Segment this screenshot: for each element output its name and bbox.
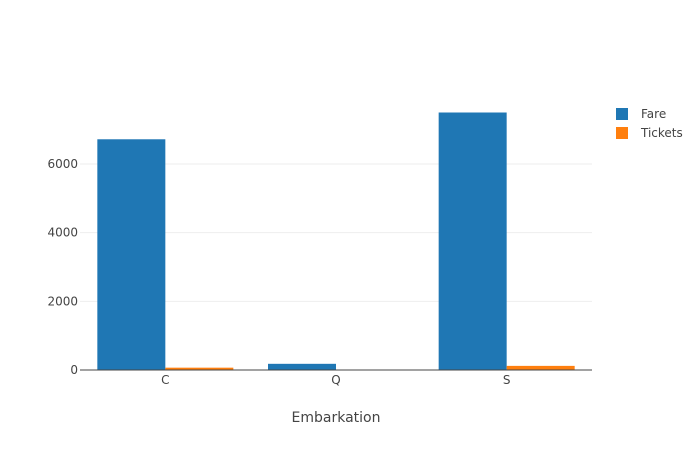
legend[interactable]: Fare Tickets	[616, 107, 683, 140]
legend-label-tickets[interactable]: Tickets	[640, 126, 683, 140]
x-tick-label: C	[161, 373, 169, 387]
x-axis-title: Embarkation	[292, 410, 381, 426]
bar-tickets-s[interactable]	[507, 366, 575, 370]
bars	[97, 113, 574, 371]
y-tick-label: 2000	[47, 294, 78, 308]
y-tick-label: 0	[70, 363, 78, 377]
y-tick-label: 6000	[47, 157, 78, 171]
bar-fare-s[interactable]	[439, 113, 507, 371]
legend-swatch-tickets[interactable]	[616, 127, 628, 139]
legend-swatch-fare[interactable]	[616, 108, 628, 120]
legend-label-fare[interactable]: Fare	[641, 107, 666, 121]
x-tick-label: Q	[331, 373, 340, 387]
bar-fare-q[interactable]	[268, 364, 336, 370]
y-tick-labels: 0 2000 4000 6000	[47, 157, 78, 377]
x-tick-label: S	[503, 373, 511, 387]
y-tick-label: 4000	[47, 226, 78, 240]
bar-fare-c[interactable]	[97, 139, 165, 370]
